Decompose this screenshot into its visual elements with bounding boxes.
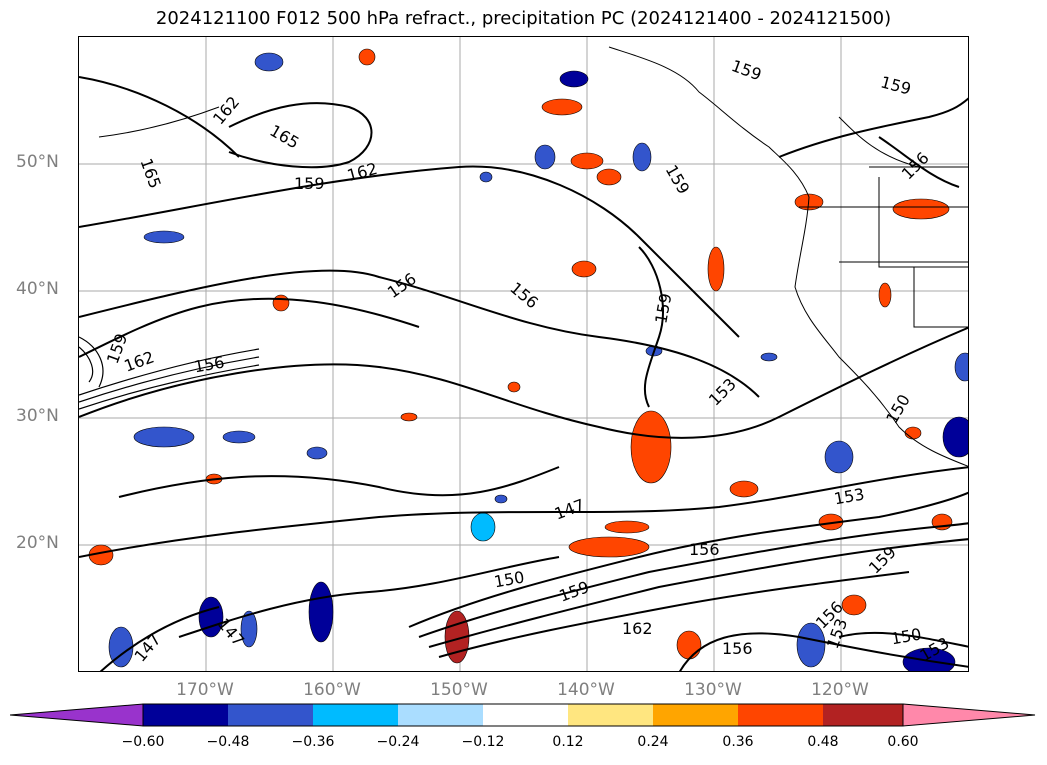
colorbar-tick: 0.60 [887, 734, 919, 750]
contour-label: 159 [879, 72, 913, 98]
lon-label-150w: 150°W [430, 680, 488, 700]
precip-negative-areas [108, 52, 968, 671]
colorbar-bin [313, 704, 398, 726]
graticule [79, 37, 968, 671]
lat-label-40n: 40°N [16, 279, 59, 299]
contour-label: 159 [651, 292, 675, 325]
colorbar-bin [398, 704, 483, 726]
contour-label: 159 [662, 162, 694, 198]
contour-label: 159 [556, 577, 591, 605]
colorbar-extend-high [902, 703, 1036, 727]
contour-label: 159 [294, 174, 325, 193]
colorbar-extend-low [10, 703, 144, 727]
colorbar-bin [823, 704, 903, 726]
contour-label: 153 [705, 374, 740, 409]
height-contours-thin [79, 336, 260, 410]
colorbar-tick: 0.36 [722, 734, 754, 750]
height-contours [79, 76, 968, 671]
contour-label: 156 [192, 352, 225, 376]
contour-label: 162 [121, 347, 156, 375]
lat-label-20n: 20°N [16, 533, 59, 553]
colorbar-tick: 0.48 [807, 734, 839, 750]
precip-positive-areas [88, 48, 953, 664]
contour-label: 150 [882, 391, 914, 427]
contour-label: 159 [729, 56, 764, 84]
coastline [98, 46, 968, 467]
colorbar-bin [738, 704, 823, 726]
colorbar-tick: −0.24 [376, 734, 420, 750]
lat-label-30n: 30°N [16, 406, 59, 426]
colorbar-tick: 0.12 [552, 734, 584, 750]
colorbar-tick: −0.12 [461, 734, 505, 750]
colorbar [10, 703, 1036, 727]
lon-label-120w: 120°W [811, 680, 869, 700]
colorbar-tick: −0.60 [121, 734, 165, 750]
contour-label: 165 [137, 156, 165, 191]
contour-label: 162 [622, 619, 653, 638]
map-panel: 159 159 162 165 165 162 159 156 159 156 … [78, 36, 969, 672]
colorbar-tick: −0.48 [206, 734, 250, 750]
contour-label: 165 [267, 121, 303, 153]
colorbar-tick: 0.24 [637, 734, 669, 750]
contour-label: 156 [689, 540, 720, 559]
contour-label: 156 [722, 639, 753, 658]
contour-label: 147 [131, 630, 165, 666]
colorbar-bin [483, 704, 568, 726]
lon-label-130w: 130°W [684, 680, 742, 700]
contour-label: 156 [506, 278, 542, 312]
contour-label: 162 [345, 159, 379, 185]
colorbar-bin [228, 704, 313, 726]
colorbar-bin [653, 704, 738, 726]
colorbar-tick: −0.36 [291, 734, 335, 750]
lon-label-160w: 160°W [303, 680, 361, 700]
contour-label: 156 [384, 269, 420, 302]
map-title: 2024121100 F012 500 hPa refract., precip… [155, 8, 892, 29]
lon-label-140w: 140°W [557, 680, 615, 700]
colorbar-bin [568, 704, 653, 726]
contour-label: 147 [552, 495, 587, 523]
lat-label-50n: 50°N [16, 152, 59, 172]
lon-label-170w: 170°W [176, 680, 234, 700]
contour-label: 153 [832, 484, 865, 508]
colorbar-bin [143, 704, 228, 726]
contour-label: 150 [889, 624, 922, 648]
